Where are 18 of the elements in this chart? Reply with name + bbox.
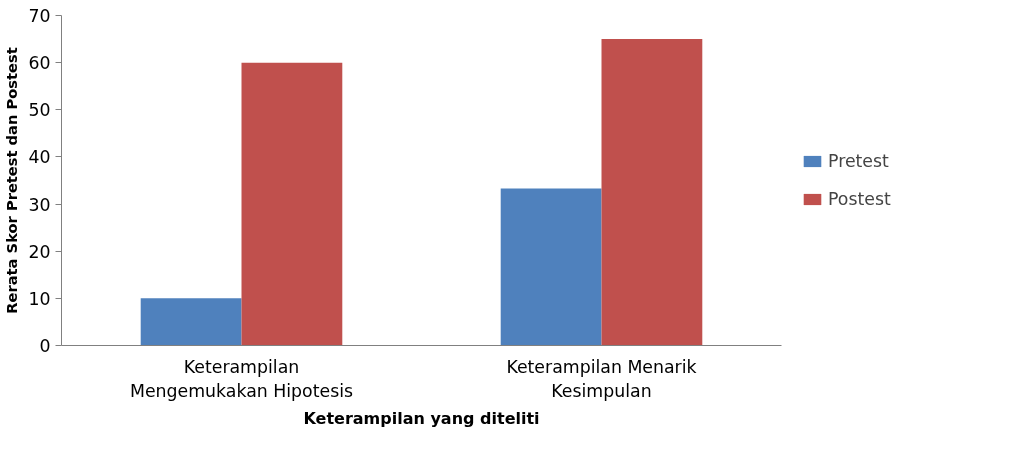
y-tick-label: 50 xyxy=(28,100,51,121)
x-tick-label: Keterampilan Mengemukakan Hipotesis xyxy=(129,356,354,401)
bar xyxy=(500,188,602,346)
y-axis-title: Rerata Skor Pretest dan Postest xyxy=(3,47,21,314)
bar xyxy=(241,62,343,346)
y-tick-label: 10 xyxy=(28,288,51,309)
legend-label: Pretest xyxy=(828,151,889,171)
x-tick-label: Keterampilan Menarik Kesimpulan xyxy=(506,356,697,401)
bar xyxy=(140,298,242,346)
y-tick-label: 60 xyxy=(28,53,51,74)
y-tick-label: 30 xyxy=(28,194,51,215)
x-axis-title: Keterampilan yang diteliti xyxy=(303,408,540,428)
y-tick-label: 70 xyxy=(28,6,51,26)
bar xyxy=(601,39,703,346)
y-tick-label: 0 xyxy=(39,336,51,356)
y-tick-label: 40 xyxy=(28,147,51,168)
y-tick-label: 20 xyxy=(28,241,51,262)
legend-label: Postest xyxy=(828,189,891,209)
